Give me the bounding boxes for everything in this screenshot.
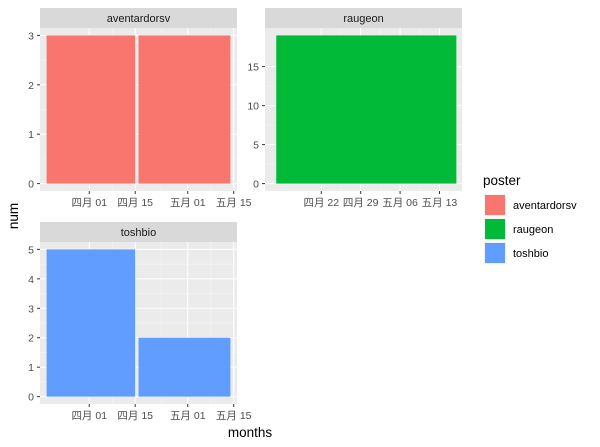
x-tick-label: 五月 13 xyxy=(422,197,458,209)
bar xyxy=(46,249,136,397)
x-tick-label: 四月 22 xyxy=(303,197,339,209)
y-tick-label: 3 xyxy=(28,30,34,42)
y-tick-label: 10 xyxy=(247,101,259,113)
y-tick-label: 4 xyxy=(28,274,34,286)
bar xyxy=(276,35,457,184)
bar xyxy=(138,35,231,184)
x-tick-label: 五月 01 xyxy=(170,197,206,209)
legend-label: toshbio xyxy=(513,248,548,260)
y-tick-label: 0 xyxy=(28,392,34,404)
y-tick-label: 1 xyxy=(28,362,34,374)
x-tick-label: 四月 01 xyxy=(71,410,107,422)
strip-background xyxy=(265,8,462,28)
x-tick-label: 五月 06 xyxy=(382,197,418,209)
y-tick-label: 15 xyxy=(247,62,259,74)
y-tick-label: 0 xyxy=(28,179,34,191)
legend-title: poster xyxy=(483,173,521,188)
facet-panel-toshbio: toshbio 0 1 2 3 4 5 四月 01 四月 15 五月 01 五月 15 xyxy=(28,222,252,422)
strip-label: toshbio xyxy=(121,227,156,239)
x-tick-label: 五月 15 xyxy=(216,410,252,422)
facet-panel-raugeon: raugeon 0 5 10 15 四月 22 四月 29 五月 06 五月 13 xyxy=(247,8,462,209)
bar xyxy=(46,35,136,184)
legend: poster aventardorsv raugeon toshbio xyxy=(483,173,577,264)
x-tick-label: 四月 01 xyxy=(71,197,107,209)
x-tick-label: 五月 15 xyxy=(216,197,252,209)
strip-background xyxy=(40,222,237,242)
legend-key-raugeon xyxy=(485,219,505,239)
legend-key-toshbio xyxy=(485,243,505,263)
x-tick-label: 五月 01 xyxy=(170,410,206,422)
strip-background xyxy=(40,8,237,28)
legend-label: aventardorsv xyxy=(513,200,577,212)
y-axis-title: num xyxy=(6,203,21,229)
legend-keys: aventardorsv raugeon toshbio xyxy=(484,194,577,264)
legend-key-aventardorsv xyxy=(485,195,505,215)
legend-label: raugeon xyxy=(513,224,553,236)
y-tick-label: 5 xyxy=(253,140,259,152)
y-tick-label: 2 xyxy=(28,80,34,92)
strip-label: raugeon xyxy=(343,13,383,25)
y-tick-label: 3 xyxy=(28,303,34,315)
bar xyxy=(138,337,231,397)
strip-label: aventardorsv xyxy=(107,13,171,25)
y-tick-label: 1 xyxy=(28,129,34,141)
x-tick-label: 四月 29 xyxy=(343,197,379,209)
facet-panel-aventardorsv: aventardorsv 0 1 2 3 四月 01 四月 15 五月 01 五月 15 xyxy=(28,8,252,209)
x-axis-title: months xyxy=(228,425,273,440)
y-tick-label: 5 xyxy=(28,244,34,256)
x-tick-label: 四月 15 xyxy=(117,197,153,209)
y-tick-label: 0 xyxy=(253,179,259,191)
x-tick-label: 四月 15 xyxy=(117,410,153,422)
y-tick-label: 2 xyxy=(28,333,34,345)
